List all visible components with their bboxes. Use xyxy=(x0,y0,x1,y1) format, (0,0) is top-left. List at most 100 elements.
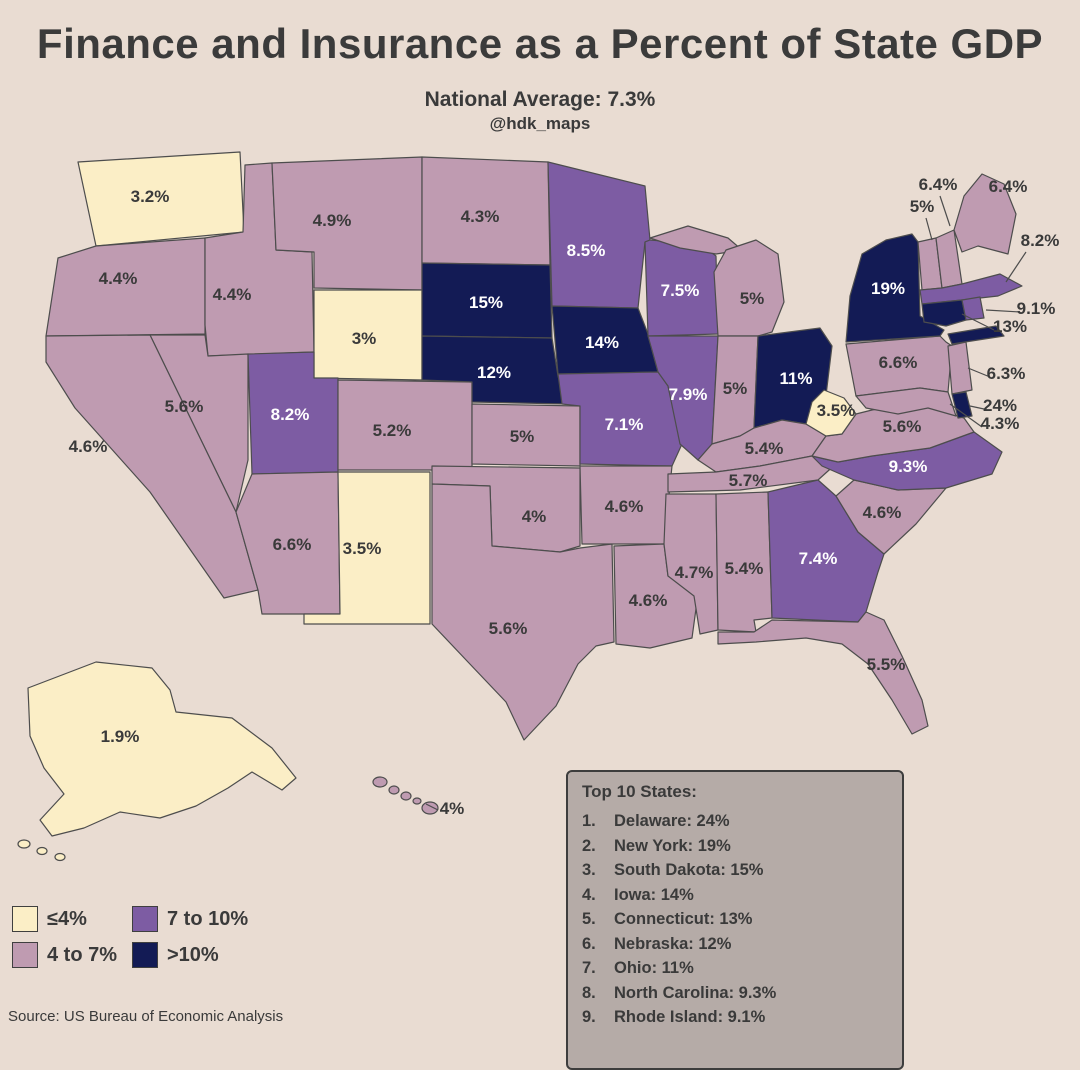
top10-row: 9. Rhode Island: 9.1% xyxy=(582,1008,766,1026)
leader-line-md xyxy=(949,403,983,428)
state-label-iowa: 14% xyxy=(585,333,619,352)
author-credit: @hdk_maps xyxy=(489,114,591,133)
state-label-arkansas: 4.6% xyxy=(605,497,644,516)
state-new-jersey xyxy=(947,341,973,395)
state-rhode-island xyxy=(961,296,985,321)
leader-line-hi xyxy=(425,803,439,811)
state-label-delaware: 24% xyxy=(983,396,1017,415)
state-label-florida: 5.5% xyxy=(867,655,906,674)
state-value-labels: 3.2% 4.4% 4.6% 5.6% 4.4% 4.9% 3% 8.2% 5.… xyxy=(69,175,1060,818)
top10-row: 3. South Dakota: 15% xyxy=(582,861,764,879)
state-label-georgia: 7.4% xyxy=(799,549,838,568)
legend-label-le4: ≤4% xyxy=(47,907,87,930)
state-label-kentucky: 5.4% xyxy=(745,439,784,458)
state-label-arizona: 6.6% xyxy=(273,535,312,554)
top10-row: 8. North Carolina: 9.3% xyxy=(582,983,777,1002)
state-hawaii xyxy=(372,776,439,815)
state-label-new-york: 19% xyxy=(871,279,905,298)
state-label-wisconsin: 7.5% xyxy=(661,281,700,300)
source-attribution: Source: US Bureau of Economic Analysis xyxy=(8,1008,284,1025)
state-label-missouri: 7.1% xyxy=(605,415,644,434)
state-west-virginia xyxy=(805,389,857,437)
legend-item-4to7: 4 to 7% xyxy=(12,938,130,972)
state-label-washington: 3.2% xyxy=(131,187,170,206)
state-label-massachusetts: 8.2% xyxy=(1021,231,1060,250)
top10-title: Top 10 States: xyxy=(582,782,697,801)
top10-panel: Top 10 States: 1. Delaware: 24% 2. New Y… xyxy=(566,770,904,1070)
leader-line-ri xyxy=(985,309,1021,313)
legend-item-7to10: 7 to 10% xyxy=(132,902,282,936)
state-nebraska xyxy=(421,335,567,405)
state-michigan xyxy=(713,239,785,337)
state-label-texas: 5.6% xyxy=(489,619,528,638)
top10-row: 6. Nebraska: 12% xyxy=(582,934,732,953)
state-label-north-dakota: 4.3% xyxy=(461,207,500,226)
state-label-california: 4.6% xyxy=(69,437,108,456)
page-title: Finance and Insurance as a Percent of St… xyxy=(36,20,1044,67)
state-label-alabama: 5.4% xyxy=(725,559,764,578)
top10-row: 4. Iowa: 14% xyxy=(582,885,694,904)
state-label-nebraska: 12% xyxy=(477,363,511,382)
legend-swatch-4to7 xyxy=(12,942,38,968)
us-choropleth-map: 3.2% 4.4% 4.6% 5.6% 4.4% 4.9% 3% 8.2% 5.… xyxy=(17,151,1060,862)
state-label-south-dakota: 15% xyxy=(469,293,503,312)
legend-label-gt10: >10% xyxy=(167,943,219,966)
state-label-oregon: 4.4% xyxy=(99,269,138,288)
state-label-wyoming: 3% xyxy=(352,329,377,348)
state-maryland xyxy=(855,387,957,417)
legend-label-4to7: 4 to 7% xyxy=(47,943,118,966)
state-label-tennessee: 5.7% xyxy=(729,471,768,490)
state-texas xyxy=(431,483,615,741)
legend-swatch-7to10 xyxy=(132,906,158,932)
leader-line-nh xyxy=(939,195,951,227)
legend-item-le4: ≤4% xyxy=(12,902,130,936)
leader-line-nj xyxy=(967,367,991,378)
state-label-kansas: 5% xyxy=(510,427,535,446)
state-alaska xyxy=(17,661,297,862)
state-label-vermont: 5% xyxy=(910,197,935,216)
state-label-minnesota: 8.5% xyxy=(567,241,606,260)
color-legend: ≤4% 4 to 7% 7 to 10% >10% xyxy=(12,902,282,972)
legend-swatch-gt10 xyxy=(132,942,158,968)
state-new-york-long-island xyxy=(947,325,1005,345)
state-california xyxy=(45,334,259,599)
state-label-hawaii: 4% xyxy=(440,799,465,818)
state-label-south-carolina: 4.6% xyxy=(863,503,902,522)
state-label-louisiana: 4.6% xyxy=(629,591,668,610)
state-label-connecticut: 13% xyxy=(993,317,1027,336)
top10-row: 2. New York: 19% xyxy=(582,836,731,855)
state-label-oklahoma: 4% xyxy=(522,507,547,526)
state-maine xyxy=(953,173,1017,255)
state-label-new-hampshire: 6.4% xyxy=(919,175,958,194)
state-label-pennsylvania: 6.6% xyxy=(879,353,918,372)
state-label-illinois: 7.9% xyxy=(669,385,708,404)
state-label-virginia: 5.6% xyxy=(883,417,922,436)
top10-row: 1. Delaware: 24% xyxy=(582,812,730,830)
state-label-nevada: 5.6% xyxy=(165,397,204,416)
leader-line-ma xyxy=(1005,251,1027,283)
state-label-new-mexico: 3.5% xyxy=(343,539,382,558)
state-label-maryland: 4.3% xyxy=(981,414,1020,433)
state-label-maine: 6.4% xyxy=(989,177,1028,196)
state-delaware xyxy=(951,391,973,419)
state-label-indiana: 5% xyxy=(723,379,748,398)
top10-row: 5. Connecticut: 13% xyxy=(582,910,753,928)
state-new-mexico xyxy=(303,471,431,625)
top10-row: 7. Ohio: 11% xyxy=(582,959,694,977)
state-minnesota xyxy=(547,161,651,309)
state-label-rhode-island: 9.1% xyxy=(1017,299,1056,318)
leader-line-ct xyxy=(961,313,995,331)
state-label-alaska: 1.9% xyxy=(101,727,140,746)
state-label-utah: 8.2% xyxy=(271,405,310,424)
callout-leader-lines xyxy=(425,195,1027,811)
national-average-subtitle: National Average: 7.3% xyxy=(424,88,656,111)
state-florida xyxy=(717,611,929,735)
state-georgia xyxy=(767,479,885,623)
state-label-mississippi: 4.7% xyxy=(675,563,714,582)
leader-line-de xyxy=(969,405,985,410)
state-new-york xyxy=(845,233,945,343)
state-connecticut xyxy=(921,299,967,327)
legend-label-7to10: 7 to 10% xyxy=(167,907,249,930)
state-label-montana: 4.9% xyxy=(313,211,352,230)
legend-item-gt10: >10% xyxy=(132,938,282,972)
